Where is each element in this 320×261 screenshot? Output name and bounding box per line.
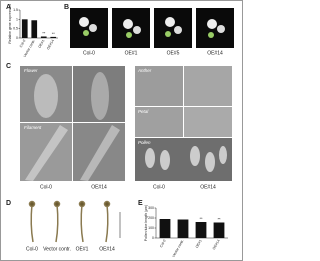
significance: **	[199, 216, 203, 221]
photo-label: Col-0	[83, 50, 95, 56]
x-tick-label: Col-0	[19, 39, 27, 48]
tissue-label: Pollen	[138, 140, 151, 145]
bar	[50, 36, 57, 38]
seedling-label: OE#1	[76, 246, 89, 252]
tissue-label: Filament	[24, 125, 42, 130]
seedling-label: Col-0	[26, 246, 38, 252]
bar	[177, 219, 189, 238]
photo-label: OE#5	[167, 50, 180, 56]
bar	[195, 222, 207, 238]
significance: **	[42, 31, 46, 36]
bar	[21, 19, 28, 38]
seedlings	[28, 200, 111, 243]
y-tick-label: 0.5	[13, 27, 18, 31]
y-tick-label: 1	[16, 17, 18, 21]
photo-label: OE#14	[207, 50, 223, 56]
y-tick-label: 0	[16, 36, 18, 40]
panel-label: A	[6, 4, 11, 11]
tissue-label: Petal	[138, 109, 149, 114]
y-tick-label: 1.5	[13, 8, 18, 12]
significance: **	[217, 217, 221, 222]
flower-photos	[70, 8, 234, 48]
panel-label: C	[6, 63, 11, 70]
bar	[213, 222, 225, 238]
tissue-label: Flower	[24, 68, 38, 73]
panel-label: E	[138, 200, 143, 207]
y-tick-label: 200	[148, 216, 154, 220]
sem-images	[20, 66, 232, 181]
y-tick-label: 0	[152, 236, 154, 240]
y-tick-label: 100	[148, 226, 154, 230]
genotype-label: Col-0	[153, 184, 165, 190]
bar	[159, 219, 171, 238]
y-tick-label: 300	[148, 206, 154, 210]
seedling-label: OE#14	[99, 246, 115, 252]
photo-label: OE#1	[125, 50, 138, 56]
x-tick-label: OE#14	[46, 39, 55, 50]
panel-label: B	[64, 4, 69, 11]
tissue-label: Anther	[137, 68, 152, 73]
y-axis-label: Pollen tube length (μm)	[144, 205, 148, 241]
genotype-label: OE#14	[200, 184, 216, 190]
significance: **	[52, 31, 56, 36]
bar	[31, 20, 38, 38]
seedling-label: Vector contr.	[43, 246, 71, 252]
genotype-label: Col-0	[40, 184, 52, 190]
y-axis-label: Relative gene expression	[8, 4, 12, 43]
figure: A B C D E Col-0 OE#1 OE#5 OE#14 Flower F…	[0, 0, 243, 261]
bar	[40, 36, 47, 38]
x-tick-label: OE#14	[212, 239, 221, 250]
x-tick-label: Col-0	[159, 239, 167, 248]
panel-label: D	[6, 200, 11, 207]
x-tick-label: OE#1	[37, 39, 45, 49]
x-tick-label: OE#1	[195, 239, 203, 249]
genotype-label: OE#14	[91, 184, 107, 190]
